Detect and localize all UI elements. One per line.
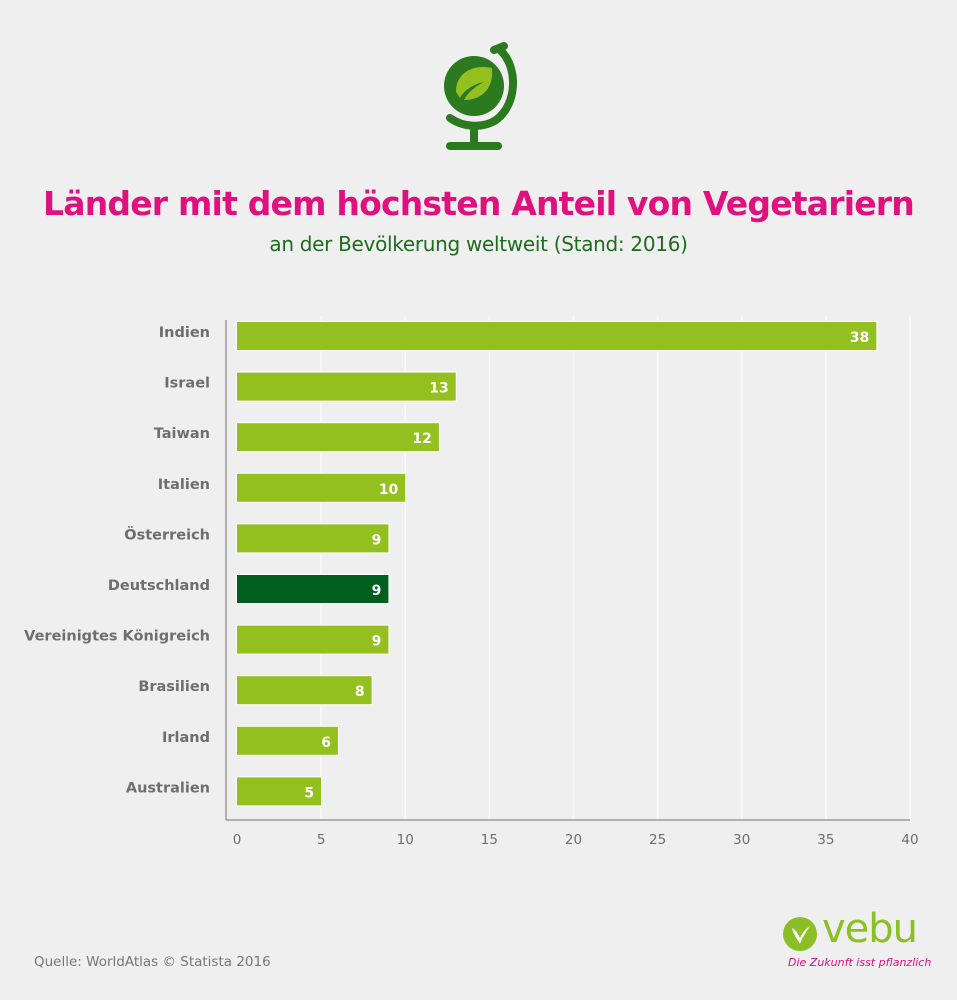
x-tick-label: 20 — [565, 832, 582, 848]
bar-deutschland — [237, 575, 389, 603]
logo-name: vebu — [822, 906, 918, 952]
value-label: 9 — [372, 634, 382, 650]
vebu-leaf-icon — [783, 917, 817, 951]
bar-indien — [237, 322, 877, 350]
chart-subtitle: an der Bevölkerung weltweit (Stand: 2016… — [269, 232, 688, 256]
category-label: Vereinigtes Königreich — [24, 629, 210, 645]
value-label: 5 — [304, 785, 314, 801]
value-label: 13 — [429, 381, 448, 397]
x-tick-label: 35 — [817, 832, 834, 848]
x-tick-label: 15 — [481, 832, 498, 848]
category-label: Deutschland — [108, 578, 210, 594]
x-tick-label: 5 — [317, 832, 326, 848]
x-tick-label: 30 — [733, 832, 750, 848]
category-label: Irland — [162, 730, 210, 746]
x-tick-label: 0 — [233, 832, 242, 848]
category-label: Brasilien — [138, 679, 210, 695]
bar-taiwan — [237, 423, 439, 452]
bar-italien — [237, 473, 406, 502]
value-label: 8 — [355, 684, 365, 700]
category-label: Australien — [126, 780, 210, 796]
x-tick-label: 25 — [649, 832, 666, 848]
category-label: Italien — [158, 477, 210, 493]
bar-irland — [237, 726, 338, 755]
bar-israel — [237, 372, 456, 401]
category-label: Indien — [159, 325, 210, 341]
x-tick-label: 40 — [901, 832, 918, 848]
value-label: 6 — [321, 735, 331, 751]
category-label: Österreich — [124, 525, 210, 543]
category-label: Israel — [164, 376, 210, 392]
vebu-logo: vebu Die Zukunft isst pflanzlich — [782, 906, 932, 974]
value-label: 38 — [850, 330, 869, 346]
bar-vereinigtes-königreich — [237, 625, 389, 654]
category-label: Taiwan — [154, 426, 210, 442]
value-label: 12 — [412, 431, 431, 447]
bar-österreich — [237, 524, 389, 553]
value-label: 9 — [372, 532, 382, 548]
x-tick-label: 10 — [397, 832, 414, 848]
bar-brasilien — [237, 676, 372, 705]
logo-tagline: Die Zukunft isst pflanzlich — [788, 956, 932, 969]
bar-australien — [237, 777, 322, 806]
globe-leaf-icon — [444, 42, 517, 150]
source-note: Quelle: WorldAtlas © Statista 2016 — [34, 954, 271, 970]
value-label: 10 — [379, 482, 399, 498]
chart-title: Länder mit dem höchsten Anteil von Veget… — [43, 184, 915, 223]
value-label: 9 — [372, 583, 382, 599]
